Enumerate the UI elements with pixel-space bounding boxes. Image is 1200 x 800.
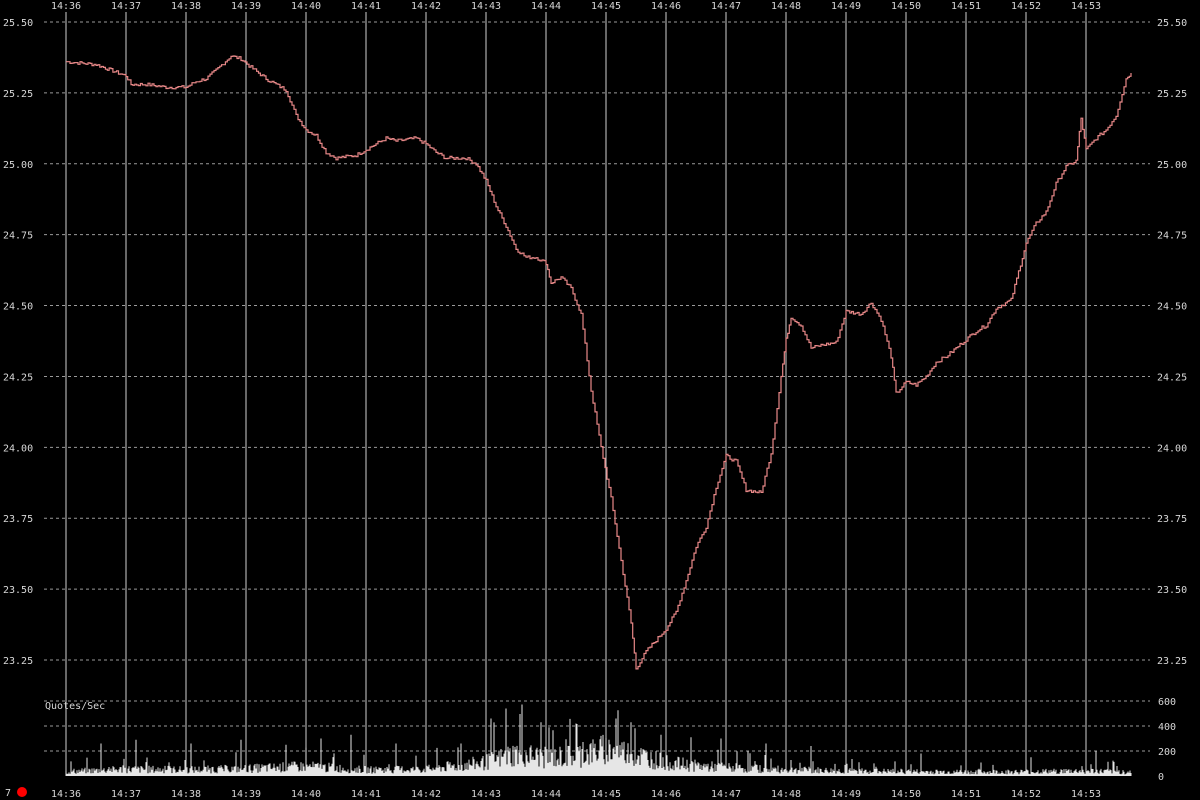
x-tick-label-top: 14:50 [891, 1, 921, 12]
volume-panel-title: Quotes/Sec [45, 701, 105, 712]
x-tick-label-bottom: 14:37 [111, 789, 141, 800]
x-tick-label-top: 14:46 [651, 1, 681, 12]
y-tick-label-right: 23.75 [1157, 514, 1187, 525]
y-tick-label-left: 24.00 [3, 443, 33, 454]
x-tick-label-bottom: 14:42 [411, 789, 441, 800]
y-tick-label-right: 24.25 [1157, 372, 1187, 383]
x-tick-label-top: 14:44 [531, 1, 561, 12]
x-tick-label-top: 14:39 [231, 1, 261, 12]
x-tick-label-bottom: 14:46 [651, 789, 681, 800]
current-count-label: 7 [5, 788, 11, 799]
x-tick-label-top: 14:42 [411, 1, 441, 12]
y-tick-label-right: 25.25 [1157, 89, 1187, 100]
volume-y-tick-label: 600 [1158, 697, 1176, 708]
x-tick-label-top: 14:37 [111, 1, 141, 12]
x-tick-label-bottom: 14:44 [531, 789, 561, 800]
volume-y-tick-label: 400 [1158, 722, 1176, 733]
x-tick-label-top: 14:52 [1011, 1, 1041, 12]
x-tick-label-bottom: 14:52 [1011, 789, 1041, 800]
volume-y-tick-label: 200 [1158, 747, 1176, 758]
x-tick-label-top: 14:43 [471, 1, 501, 12]
x-tick-label-bottom: 14:48 [771, 789, 801, 800]
volume-plot [65, 704, 1132, 776]
x-tick-label-bottom: 14:50 [891, 789, 921, 800]
grid-layer [44, 12, 1150, 776]
y-tick-label-right: 23.25 [1157, 656, 1187, 667]
y-tick-label-left: 24.25 [3, 372, 33, 383]
x-tick-label-bottom: 14:39 [231, 789, 261, 800]
y-tick-label-right: 24.75 [1157, 231, 1187, 242]
axis-labels: 14:36 14:36 14:37 14:37 14:38 14:38 14:39 14:39… [3, 1, 1187, 800]
y-tick-label-left: 23.50 [3, 585, 33, 596]
x-tick-label-top: 14:47 [711, 1, 741, 12]
x-tick-label-bottom: 14:41 [351, 789, 381, 800]
y-tick-label-left: 24.50 [3, 302, 33, 313]
x-tick-label-bottom: 14:40 [291, 789, 321, 800]
y-tick-label-left: 25.00 [3, 160, 33, 171]
x-tick-label-top: 14:51 [951, 1, 981, 12]
y-tick-label-right: 24.00 [1157, 443, 1187, 454]
price-plot [66, 55, 1132, 670]
x-tick-label-bottom: 14:43 [471, 789, 501, 800]
x-tick-label-top: 14:36 [51, 1, 81, 12]
x-tick-label-bottom: 14:53 [1071, 789, 1101, 800]
price-series-line [66, 55, 1132, 670]
x-tick-label-top: 14:53 [1071, 1, 1101, 12]
y-tick-label-left: 23.25 [3, 656, 33, 667]
live-indicator-icon [17, 787, 27, 797]
x-tick-label-bottom: 14:36 [51, 789, 81, 800]
x-tick-label-bottom: 14:45 [591, 789, 621, 800]
x-tick-label-bottom: 14:47 [711, 789, 741, 800]
volume-y-tick-label: 0 [1158, 772, 1164, 783]
y-tick-label-left: 24.75 [3, 231, 33, 242]
y-tick-label-left: 25.50 [3, 18, 33, 29]
y-tick-label-right: 25.00 [1157, 160, 1187, 171]
x-tick-label-top: 14:48 [771, 1, 801, 12]
y-tick-label-right: 24.50 [1157, 302, 1187, 313]
y-tick-label-right: 23.50 [1157, 585, 1187, 596]
x-tick-label-top: 14:38 [171, 1, 201, 12]
y-tick-label-right: 25.50 [1157, 18, 1187, 29]
x-tick-label-top: 14:41 [351, 1, 381, 12]
x-tick-label-top: 14:49 [831, 1, 861, 12]
y-tick-label-left: 23.75 [3, 514, 33, 525]
y-tick-label-left: 25.25 [3, 89, 33, 100]
x-tick-label-bottom: 14:38 [171, 789, 201, 800]
x-tick-label-bottom: 14:49 [831, 789, 861, 800]
x-tick-label-bottom: 14:51 [951, 789, 981, 800]
x-tick-label-top: 14:40 [291, 1, 321, 12]
x-tick-label-top: 14:45 [591, 1, 621, 12]
